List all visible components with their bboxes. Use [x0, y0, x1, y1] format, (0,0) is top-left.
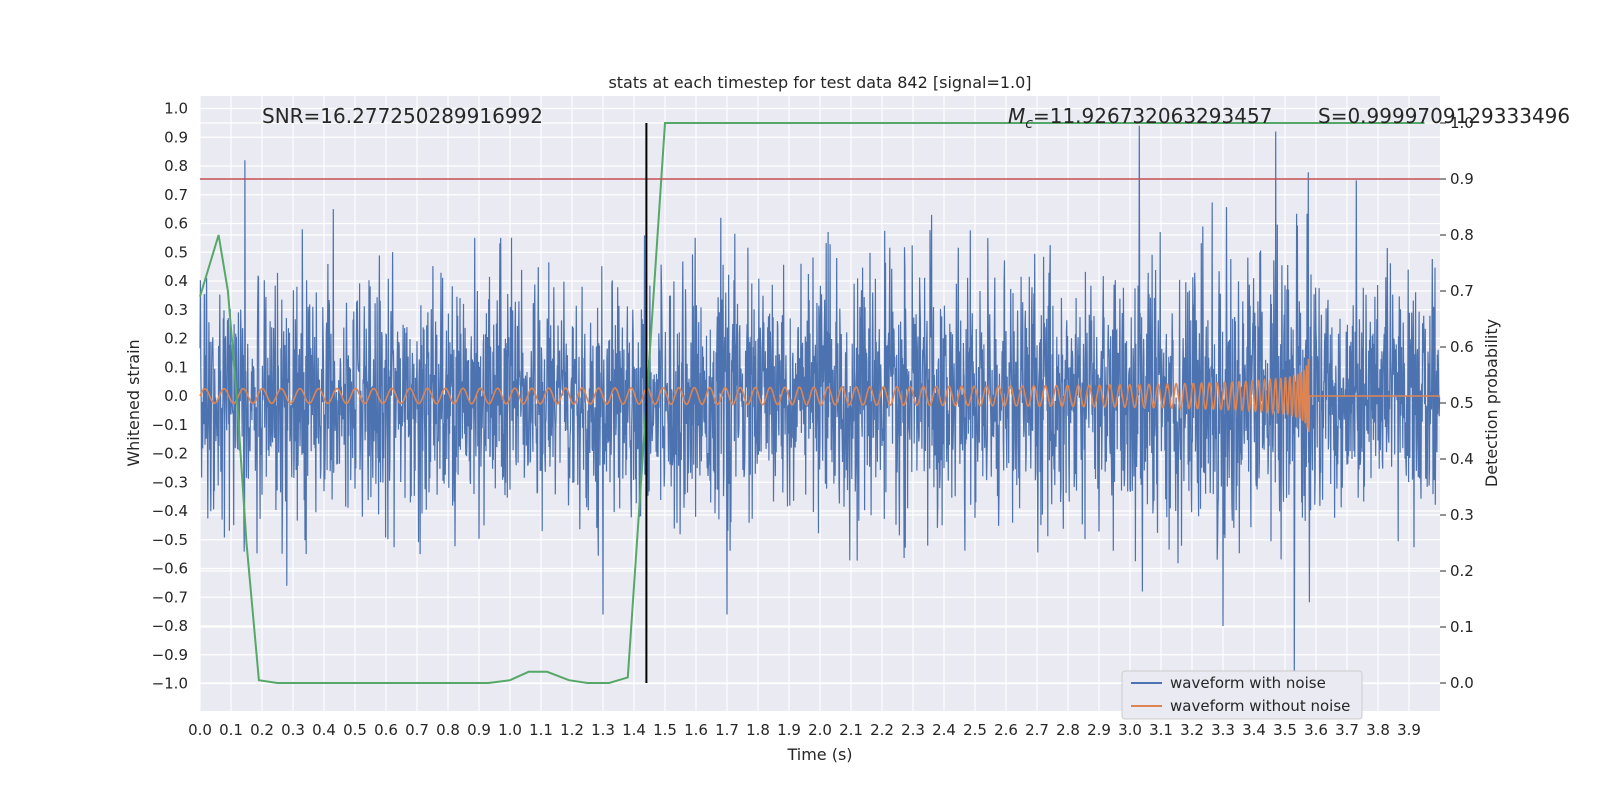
y-tick-label: −0.5: [152, 531, 188, 549]
x-tick-label: 3.6: [1304, 721, 1328, 739]
chirp-mass-annotation: Mc=11.926732063293457: [1008, 104, 1272, 132]
y-tick-label: −0.2: [152, 445, 188, 463]
y2-axis-label: Detection probability: [1482, 319, 1501, 487]
y-tick-label: 0.0: [164, 387, 188, 405]
y2-tick-label: 0.8: [1450, 226, 1474, 244]
x-tick-label: 3.1: [1149, 721, 1173, 739]
x-tick-label: 0.2: [250, 721, 274, 739]
y2-tick-label: 0.0: [1450, 674, 1474, 692]
x-tick-label: 1.1: [529, 721, 553, 739]
legend-box: [1121, 670, 1363, 720]
x-tick-label: 0.8: [436, 721, 460, 739]
x-tick-label: 2.3: [901, 721, 925, 739]
snr-annotation: SNR=16.277250289916992: [262, 104, 543, 128]
y-tick-label: 0.6: [164, 215, 188, 233]
x-tick-label: 3.5: [1273, 721, 1297, 739]
x-tick-label: 1.4: [622, 721, 646, 739]
waveform-without-noise-series: [199, 359, 1440, 433]
y-tick-label: 0.4: [164, 272, 188, 290]
x-tick-label: 3.3: [1211, 721, 1235, 739]
y-tick-label: −0.3: [152, 473, 188, 491]
x-tick-label: 3.0: [1118, 721, 1142, 739]
x-tick-label: 0.7: [405, 721, 429, 739]
y-tick-label: 1.0: [164, 100, 188, 118]
x-tick-label: 3.8: [1366, 721, 1390, 739]
chirp-mass-value: =11.926732063293457: [1033, 104, 1272, 128]
x-tick-label: 2.6: [994, 721, 1018, 739]
x-tick-label: 1.6: [684, 721, 708, 739]
y2-tick-label: 0.3: [1450, 506, 1474, 524]
x-tick-label: 0.5: [343, 721, 367, 739]
noisy-waveform-line: [199, 125, 1441, 675]
chirp-mass-symbol: M: [1008, 104, 1025, 128]
x-tick-label: 1.3: [591, 721, 615, 739]
y-tick-label: 0.2: [164, 330, 188, 348]
y-tick-label: −1.0: [152, 675, 188, 693]
x-tick-label: 2.8: [1056, 721, 1080, 739]
chart-title: stats at each timestep for test data 842…: [608, 73, 1031, 92]
y2-tick-label: 0.9: [1450, 170, 1474, 188]
x-tick-label: 0.9: [467, 721, 491, 739]
waveform-with-noise-series: [199, 125, 1441, 675]
y2-tick-label: 0.4: [1450, 450, 1474, 468]
y2-tick-label: 1.0: [1450, 114, 1474, 132]
x-tick-label: 1.2: [560, 721, 584, 739]
y-tick-label: −0.1: [152, 416, 188, 434]
x-tick-label: 0.3: [281, 721, 305, 739]
y-tick-label: −0.9: [152, 646, 188, 664]
x-tick-label: 1.7: [715, 721, 739, 739]
x-tick-label: 0.0: [188, 721, 212, 739]
y-tick-label: 0.3: [164, 301, 188, 319]
detection-probability-series: [199, 122, 1425, 684]
x-tick-label: 2.1: [839, 721, 863, 739]
x-tick-label: 1.0: [498, 721, 522, 739]
y-tick-label: −0.8: [152, 617, 188, 635]
x-tick-label: 3.9: [1397, 721, 1421, 739]
y-tick-label: −0.6: [152, 560, 188, 578]
legend-noise-label: waveform with noise: [1170, 674, 1326, 692]
tick-labels: 0.0 0.1 0.2 0.3 0.4 0.5 0.6 0.7 0.8 0.9 1.0 1.1 1.2 1…: [152, 100, 1474, 740]
legend: waveform with noise waveform without noi…: [1121, 670, 1363, 720]
y-tick-label: 0.9: [164, 128, 188, 146]
y2-tick-label: 0.5: [1450, 394, 1474, 412]
x-tick-label: 2.2: [870, 721, 894, 739]
y-tick-label: 0.1: [164, 358, 188, 376]
legend-clean-label: waveform without noise: [1170, 697, 1350, 715]
y2-tick-label: 0.1: [1450, 618, 1474, 636]
y-tick-label: −0.4: [152, 502, 188, 520]
y-tick-label: 0.5: [164, 243, 188, 261]
x-tick-label: 0.4: [312, 721, 336, 739]
y-tick-label: 0.7: [164, 186, 188, 204]
y-axis-label: Whitened strain: [124, 339, 143, 466]
x-tick-label: 1.9: [777, 721, 801, 739]
reference-lines: [200, 123, 1440, 683]
x-tick-label: 1.8: [746, 721, 770, 739]
x-tick-label: 3.4: [1242, 721, 1266, 739]
x-tick-label: 2.9: [1087, 721, 1111, 739]
probability-line: [199, 122, 1425, 684]
chirp-mass-subscript: c: [1025, 116, 1033, 132]
x-tick-label: 0.1: [219, 721, 243, 739]
x-tick-label: 2.4: [932, 721, 956, 739]
s-annotation: S=0.9999709129333496: [1318, 104, 1570, 128]
y2-tick-label: 0.6: [1450, 338, 1474, 356]
y2-tick-label: 0.7: [1450, 282, 1474, 300]
x-tick-label: 2.7: [1025, 721, 1049, 739]
x-axis-label: Time (s): [786, 745, 852, 764]
x-tick-label: 1.5: [653, 721, 677, 739]
y-tick-label: −0.7: [152, 588, 188, 606]
x-tick-label: 3.7: [1335, 721, 1359, 739]
x-tick-label: 0.6: [374, 721, 398, 739]
x-tick-label: 2.5: [963, 721, 987, 739]
y2-tick-label: 0.2: [1450, 562, 1474, 580]
y-tick-label: 0.8: [164, 157, 188, 175]
clean-waveform-line: [199, 359, 1440, 433]
x-tick-label: 2.0: [808, 721, 832, 739]
x-tick-label: 3.2: [1180, 721, 1204, 739]
